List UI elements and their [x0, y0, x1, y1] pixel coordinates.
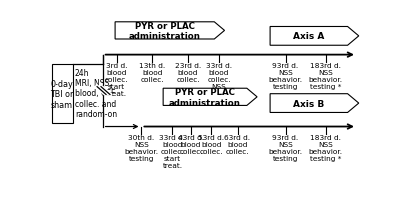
- Text: 63rd d.
blood
collec.: 63rd d. blood collec.: [224, 135, 251, 155]
- Text: 183rd d.
NSS
behavior.
testing *: 183rd d. NSS behavior. testing *: [309, 135, 343, 162]
- Text: 93rd d.
NSS
behavior.
testing: 93rd d. NSS behavior. testing: [268, 135, 303, 162]
- Text: Axis B: Axis B: [293, 99, 324, 108]
- Polygon shape: [163, 89, 257, 106]
- Text: 13th d.
blood
collec.: 13th d. blood collec.: [139, 63, 166, 83]
- Text: 24h
MRI, NSS,
blood, CSF
collec. and
random-on: 24h MRI, NSS, blood, CSF collec. and ran…: [75, 68, 117, 119]
- Text: 30th d.
NSS
behavior.
testing: 30th d. NSS behavior. testing: [124, 135, 158, 162]
- Text: 3rd d.
blood
collec.
start
treat.: 3rd d. blood collec. start treat.: [105, 63, 128, 97]
- Text: 93rd d.
NSS
behavior.
testing: 93rd d. NSS behavior. testing: [268, 63, 303, 90]
- Text: 53rd d.
blood
collec.: 53rd d. blood collec.: [198, 135, 224, 155]
- Text: PYR or PLAC
administration: PYR or PLAC administration: [129, 22, 201, 41]
- Text: 0-day
TBI or
sham: 0-day TBI or sham: [50, 79, 74, 109]
- Polygon shape: [115, 23, 224, 40]
- Text: PYR or PLAC
administration: PYR or PLAC administration: [169, 88, 241, 107]
- Text: 33rd d.
blood
collec.
start
treat.: 33rd d. blood collec. start treat.: [159, 135, 186, 168]
- Text: 23rd d.
blood
collec.: 23rd d. blood collec.: [175, 63, 201, 83]
- Polygon shape: [270, 94, 359, 113]
- Text: 183rd d.
NSS
behavior.
testing *: 183rd d. NSS behavior. testing *: [309, 63, 343, 90]
- Text: Axis A: Axis A: [293, 32, 324, 41]
- Polygon shape: [270, 27, 359, 46]
- Text: 43rd d.
blood
collec.: 43rd d. blood collec.: [178, 135, 204, 155]
- Bar: [52, 65, 73, 124]
- Text: 33rd d.
blood
collec.
NSS
behavior.
testing: 33rd d. blood collec. NSS behavior. test…: [202, 63, 236, 104]
